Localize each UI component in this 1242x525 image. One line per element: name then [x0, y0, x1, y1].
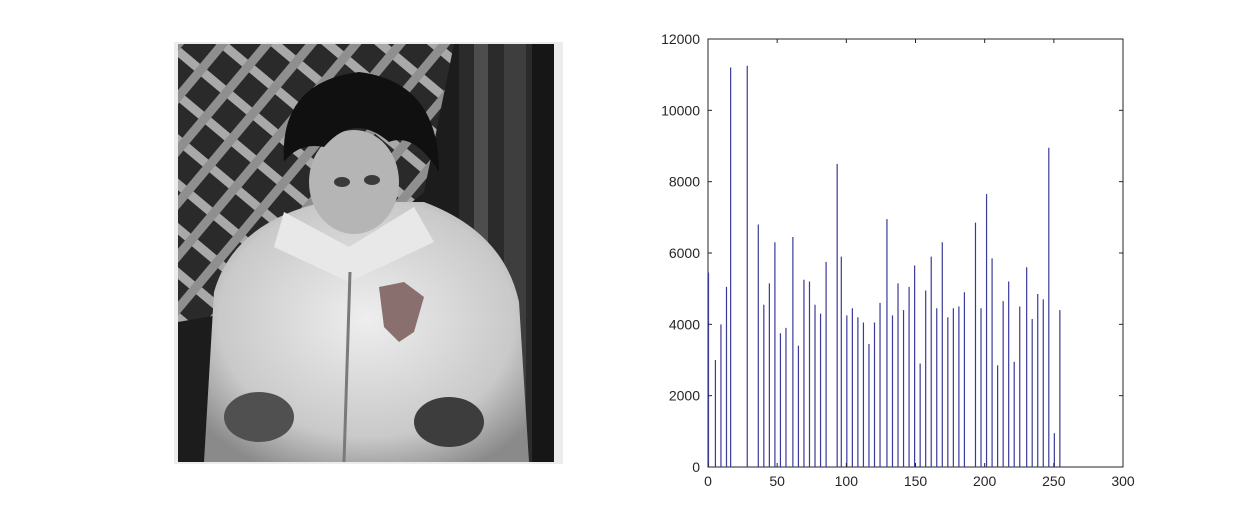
- bars: [707, 65, 1061, 467]
- y-tick-label: 12000: [661, 31, 700, 47]
- y-tick-label: 6000: [669, 245, 700, 261]
- plot-area: [707, 38, 1124, 468]
- x-tick-label: 150: [904, 473, 928, 489]
- y-tick-label: 4000: [669, 316, 700, 332]
- grayscale-photo: [174, 42, 563, 464]
- y-tick-label: 8000: [669, 174, 700, 190]
- x-tick-label: 0: [704, 473, 712, 489]
- x-tick-label: 100: [835, 473, 859, 489]
- y-tick-label: 10000: [661, 102, 700, 118]
- x-axis: 0 50 100 150 200 250 300: [704, 39, 1135, 489]
- y-axis: 0 2000 4000 6000 8000 10000 12000: [661, 31, 1123, 475]
- x-tick-label: 250: [1042, 473, 1066, 489]
- photo-child-in-jacket-icon: [178, 44, 554, 463]
- x-tick-label: 300: [1111, 473, 1135, 489]
- y-tick-label: 0: [692, 459, 700, 475]
- x-tick-label: 50: [769, 473, 785, 489]
- y-tick-label: 2000: [669, 388, 700, 404]
- x-tick-label: 200: [973, 473, 997, 489]
